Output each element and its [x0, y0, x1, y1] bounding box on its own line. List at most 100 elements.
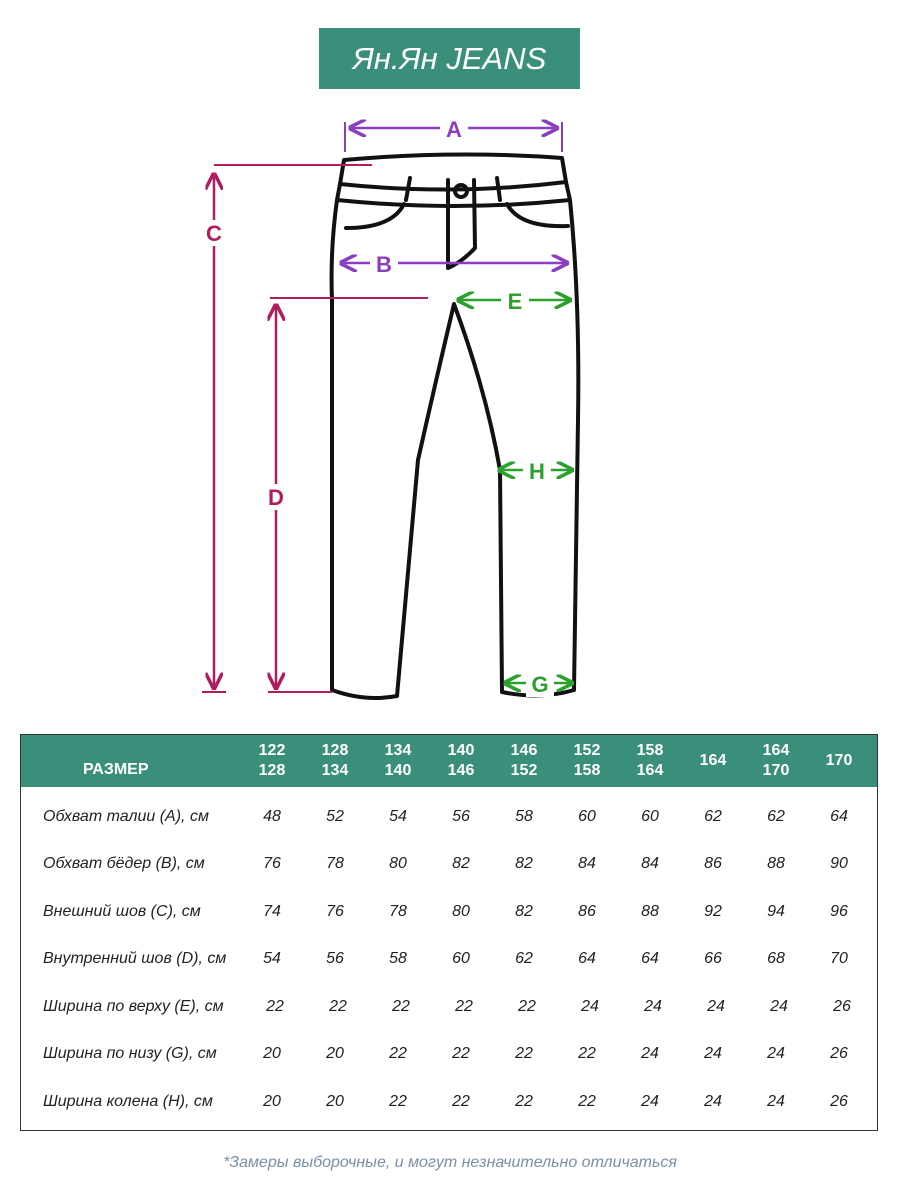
table-cell: 82 [515, 855, 533, 872]
table-cell: 24 [704, 1093, 722, 1110]
size-header-1: 128 134 [305, 735, 365, 787]
size-header-line2: 152 [510, 762, 538, 779]
size-header-line1: 164 [762, 742, 790, 759]
table-cell: 22 [329, 998, 347, 1015]
table-cell: 22 [389, 1093, 407, 1110]
table-cell: 82 [452, 855, 470, 872]
size-header-line1: 170 [825, 752, 853, 769]
label-g: G [531, 672, 548, 697]
table-cell: 86 [704, 855, 722, 872]
table-cell: 22 [389, 1045, 407, 1062]
table-cell: 58 [515, 808, 533, 825]
table-cell: 22 [452, 1045, 470, 1062]
table-cell: 22 [518, 998, 536, 1015]
size-header-line1: 140 [447, 742, 475, 759]
table-cell: 62 [515, 950, 533, 967]
footnote: *Замеры выборочные, и могут незначительн… [223, 1154, 677, 1171]
jeans-measurement-diagram: C D A B E H G [200, 116, 581, 700]
table-cell: 80 [389, 855, 407, 872]
table-cell: 20 [263, 1045, 281, 1062]
table-cell: 66 [704, 950, 722, 967]
size-header-line1: 146 [510, 742, 538, 759]
size-header-line1: 122 [258, 742, 286, 759]
table-cell: 64 [641, 950, 659, 967]
size-header-line2: 158 [573, 762, 601, 779]
label-b: B [376, 252, 392, 277]
label-a: A [446, 117, 462, 142]
table-row: Ширина колена (Н), см 20 20 22 22 22 22 24 24 24 2… [21, 1078, 877, 1126]
measure-b: B [341, 251, 567, 277]
size-header-8: 164 170 [746, 735, 806, 787]
table-cell: 24 [707, 998, 725, 1015]
table-cell: 62 [704, 808, 722, 825]
measure-d: D [262, 297, 428, 693]
size-header-9: 170 [809, 735, 869, 787]
size-header-line1: 128 [321, 742, 349, 759]
table-cell: 24 [644, 998, 662, 1015]
size-header-4: 146 152 [494, 735, 554, 787]
size-header-6: 158 164 [620, 735, 680, 787]
table-cell: 96 [830, 903, 848, 920]
table-cell: 62 [767, 808, 785, 825]
label-e: E [508, 289, 523, 314]
measure-c: C [200, 164, 372, 693]
table-cell: 22 [455, 998, 473, 1015]
table-cell: 24 [704, 1045, 722, 1062]
table-cell: 20 [326, 1045, 344, 1062]
measure-h: H [499, 458, 572, 484]
jeans-outline [329, 152, 581, 700]
size-header-line1: 152 [573, 742, 601, 759]
table-cell: 56 [326, 950, 344, 967]
table-cell: 22 [452, 1093, 470, 1110]
table-cell: 22 [515, 1045, 533, 1062]
table-cell: 82 [515, 903, 533, 920]
table-cell: 60 [641, 808, 659, 825]
table-cell: 74 [263, 903, 281, 920]
table-cell: 76 [263, 855, 281, 872]
table-cell: 92 [704, 903, 722, 920]
size-header-line2: 170 [762, 762, 790, 779]
table-cell: 20 [263, 1093, 281, 1110]
table-cell: 48 [263, 808, 281, 825]
table-cell: 26 [833, 998, 851, 1015]
table-cell: 68 [767, 950, 785, 967]
table-row: Обхват талии (А), см 48 52 54 56 58 60 60 62 62 64 [21, 793, 877, 841]
table-cell: 64 [578, 950, 596, 967]
table-cell: 60 [452, 950, 470, 967]
size-header-label: РАЗМЕР [83, 761, 149, 778]
table-row: Внешний шов (С), см 74 76 78 80 82 86 88 92 94 96 [21, 888, 877, 936]
table-cell: 22 [392, 998, 410, 1015]
size-header-line2: 128 [258, 762, 286, 779]
table-cell: 56 [452, 808, 470, 825]
table-cell: 88 [767, 855, 785, 872]
size-header-line1: 134 [384, 742, 412, 759]
table-cell: 22 [578, 1093, 596, 1110]
row-label: Ширина по низу (G), см [43, 1045, 217, 1062]
size-header-0: 122 128 [242, 735, 302, 787]
table-cell: 58 [389, 950, 407, 967]
label-h: H [529, 459, 545, 484]
table-cell: 22 [266, 998, 284, 1015]
table-cell: 78 [326, 855, 344, 872]
table-cell: 80 [452, 903, 470, 920]
size-header-7: 164 [683, 735, 743, 787]
measure-g: G [505, 671, 572, 697]
table-row: Ширина по верху (Е), см 22 22 22 22 22 24 24 24 2… [21, 983, 877, 1031]
size-header-2: 134 140 [368, 735, 428, 787]
size-header-3: 140 146 [431, 735, 491, 787]
table-cell: 24 [770, 998, 788, 1015]
table-cell: 24 [641, 1045, 659, 1062]
table-cell: 26 [830, 1045, 848, 1062]
table-cell: 22 [578, 1045, 596, 1062]
table-cell: 54 [389, 808, 407, 825]
table-cell: 24 [767, 1093, 785, 1110]
table-cell: 94 [767, 903, 785, 920]
table-cell: 20 [326, 1093, 344, 1110]
table-cell: 54 [263, 950, 281, 967]
size-header-line1: 164 [699, 752, 727, 769]
label-d: D [268, 485, 284, 510]
table-row: Ширина по низу (G), см 20 20 22 22 22 22 24 24 24… [21, 1030, 877, 1078]
size-header-line2: 140 [384, 762, 412, 779]
table-cell: 88 [641, 903, 659, 920]
table-cell: 22 [515, 1093, 533, 1110]
